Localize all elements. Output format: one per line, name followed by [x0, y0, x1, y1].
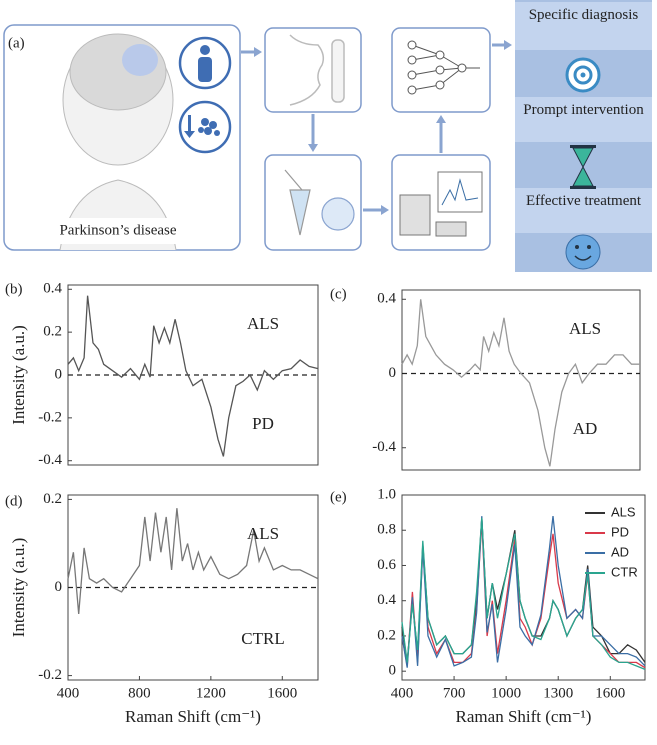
x-tick-label: 800 [128, 685, 151, 701]
y-tick-label: 0.4 [377, 592, 396, 608]
outcome-bands [515, 2, 652, 233]
y-tick-label: 0.2 [43, 491, 62, 507]
y-tick-label: -0.4 [38, 452, 62, 468]
legend-label: ALS [611, 504, 636, 519]
panel-label: (c) [330, 286, 347, 302]
panel-label: (a) [8, 35, 25, 51]
annotation: CTRL [241, 629, 284, 648]
plot-frame [401, 289, 641, 471]
panel-label: (e) [330, 489, 347, 505]
y-tick-label: 0 [389, 663, 397, 679]
outcome-label: Specific diagnosis [528, 7, 639, 23]
y-tick-label: 0.4 [43, 281, 62, 297]
y-tick-label: 0 [55, 366, 63, 382]
cells-figure [184, 115, 220, 138]
target-icon [565, 57, 601, 93]
y-tick-label: 0.6 [377, 557, 396, 573]
y-axis-label: Intensity (a.u.) [9, 325, 28, 425]
y-tick-label: 1.0 [377, 486, 396, 502]
y-tick-label: 0.2 [377, 627, 396, 643]
x-tick-label: 1600 [267, 685, 297, 701]
y-tick-label: 0 [55, 579, 63, 595]
caption-bg [36, 218, 204, 244]
smiley-icon [565, 234, 601, 270]
network-icon [407, 40, 480, 95]
spectrum-line [401, 517, 646, 671]
spectrum-line [401, 521, 646, 669]
person-figure [198, 45, 212, 82]
panel-label: (d) [5, 493, 23, 509]
outcome-label: Effective treatment [525, 193, 642, 209]
annotation: ALS [247, 524, 279, 543]
plot-frame [401, 494, 646, 681]
x-axis-label: Raman Shift (cm⁻¹) [125, 707, 261, 726]
annotation: PD [252, 414, 274, 433]
y-tick-label: 0.2 [43, 324, 62, 340]
annotation: ALS [247, 314, 279, 333]
annotation: AD [573, 419, 598, 438]
panel-label: (b) [5, 281, 23, 297]
x-tick-label: 1200 [196, 685, 226, 701]
y-tick-label: 0.4 [377, 291, 396, 307]
sample-icon [284, 169, 355, 236]
x-tick-label: 1600 [595, 685, 625, 701]
x-tick-label: 1000 [491, 685, 521, 701]
spectrum-line [401, 517, 646, 663]
spectrum-line [401, 299, 640, 467]
y-tick-label: -0.2 [38, 667, 62, 683]
x-tick-label: 400 [57, 685, 80, 701]
y-tick-label: -0.2 [38, 409, 62, 425]
y-tick-label: -0.4 [372, 439, 396, 455]
legend-label: PD [611, 524, 629, 539]
saliva-icon [289, 34, 345, 106]
annotation: ALS [569, 319, 601, 338]
x-tick-label: 700 [443, 685, 466, 701]
disease-caption: Parkinson’s disease [59, 222, 176, 238]
y-axis-label: Intensity (a.u.) [9, 538, 28, 638]
flow-arrows [241, 40, 512, 215]
spectrometer-icon [399, 171, 483, 237]
spectrum-line [401, 516, 646, 668]
legend-label: AD [611, 544, 629, 559]
x-tick-label: 400 [391, 685, 414, 701]
head-illustration [59, 33, 177, 251]
outcome-label: Prompt intervention [523, 102, 644, 118]
hourglass-icon [570, 145, 596, 189]
y-tick-label: 0 [389, 365, 397, 381]
cells-icon [178, 100, 232, 154]
spectrum-line [67, 508, 319, 614]
x-axis-label: Raman Shift (cm⁻¹) [456, 707, 592, 726]
spectrum-line [67, 295, 319, 457]
legend-label: CTR [611, 564, 638, 579]
y-tick-label: 0.8 [377, 522, 396, 538]
x-tick-label: 1300 [543, 685, 573, 701]
